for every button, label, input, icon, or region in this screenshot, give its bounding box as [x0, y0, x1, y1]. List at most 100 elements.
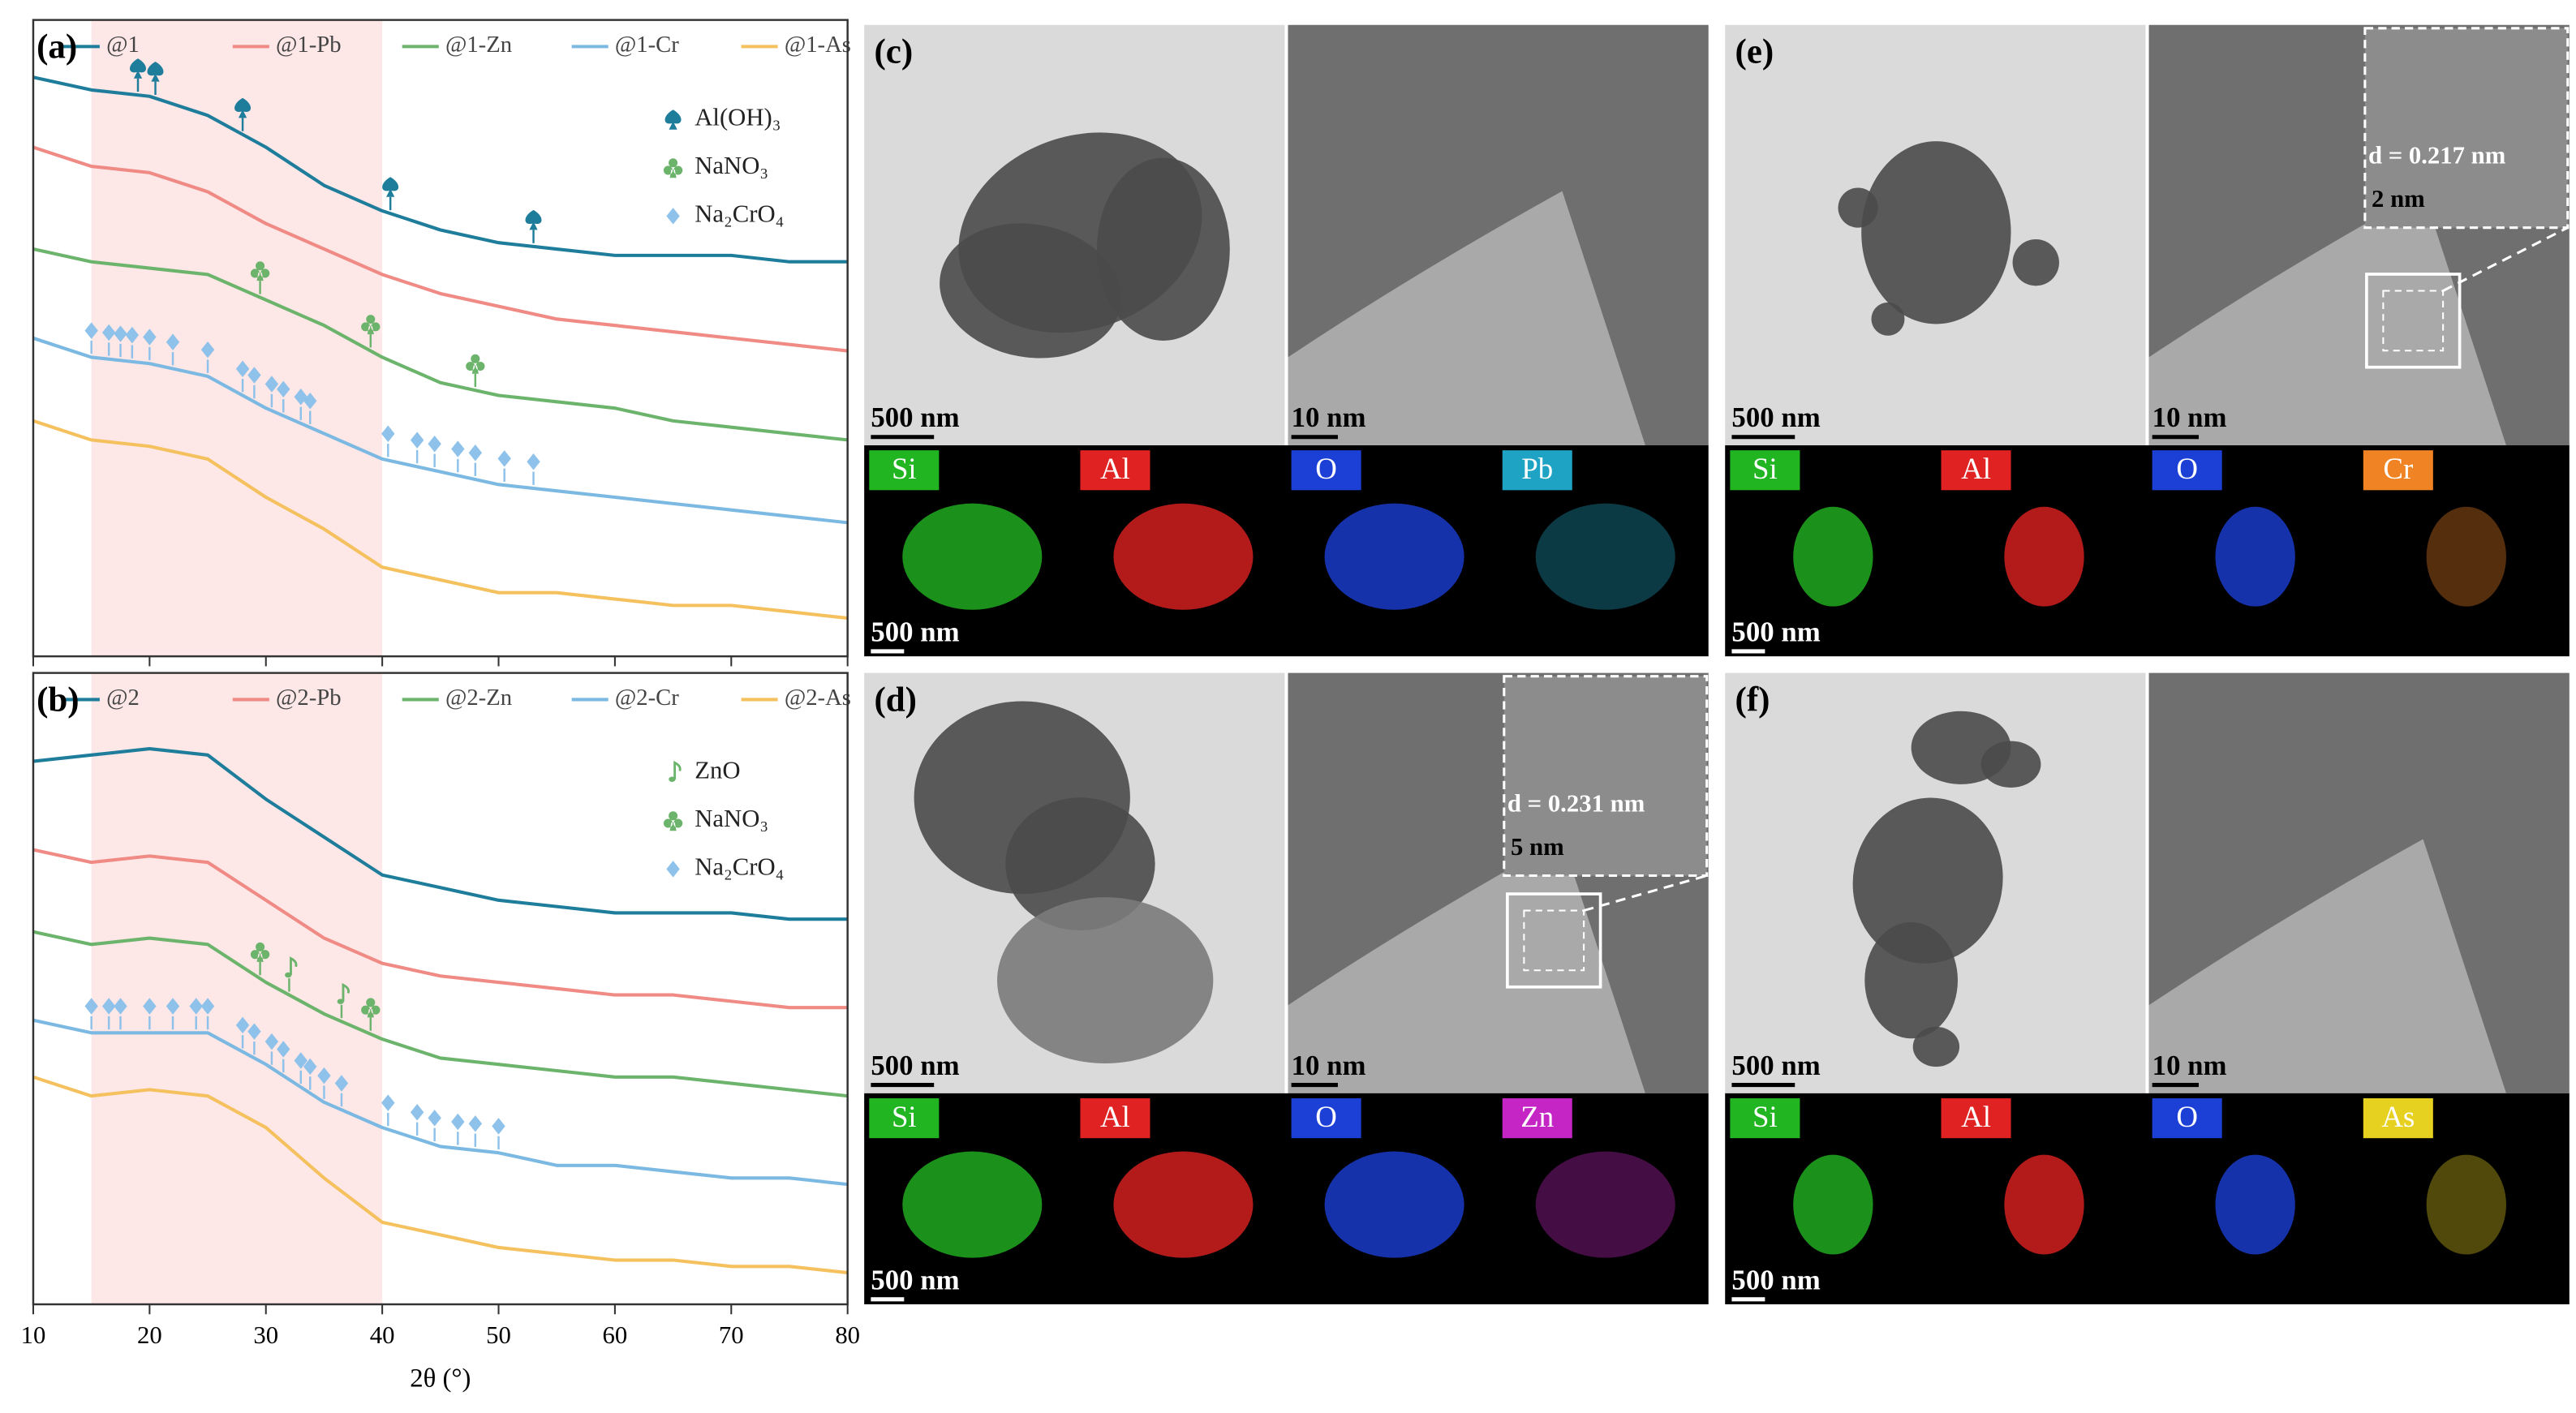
element-tag [2152, 450, 2222, 491]
x-tick-label: 10 [21, 1321, 46, 1349]
xrd-curve [32, 419, 848, 621]
element-tag [1502, 1098, 1572, 1139]
hrtem-scale: 10 nm [2152, 402, 2227, 433]
element-label: Al [1100, 1100, 1130, 1133]
peak-marker [234, 97, 252, 131]
peak-marker [428, 1110, 441, 1141]
legend-label: @1-Cr [615, 32, 679, 58]
panel-label: (e) [1735, 32, 1774, 71]
element-tag [1941, 1098, 2011, 1139]
peak-marker [264, 376, 279, 408]
xrd-curve [32, 336, 848, 525]
symbol [410, 432, 424, 449]
peak-marker [147, 62, 164, 96]
d-spacing: d = 0.217 nm [2368, 142, 2506, 170]
peak-marker [101, 324, 116, 356]
element-map [1113, 503, 1254, 610]
symbol [101, 998, 116, 1015]
element-label: Al [1100, 452, 1130, 485]
panel-label: (d) [874, 681, 917, 719]
element-map [902, 1151, 1043, 1258]
symbol [410, 1104, 424, 1121]
peak-marker [410, 432, 424, 464]
eds-scale: 500 nm [871, 616, 959, 647]
legend-label: @1 [106, 32, 140, 58]
symbol [468, 445, 483, 462]
symbol [114, 325, 127, 342]
symbol [147, 62, 164, 82]
particle [1980, 741, 2041, 788]
phase-legend-label: Na₂CrO₄ [695, 200, 784, 227]
peak-marker [130, 58, 147, 92]
peak-marker [361, 315, 381, 348]
x-tick-label: 80 [835, 1321, 860, 1349]
symbol [166, 998, 180, 1015]
x-axis-label: 2θ (°) [410, 1364, 471, 1394]
element-tag [1080, 1098, 1150, 1139]
phase-legend-label: ZnO [695, 757, 740, 784]
peak-marker [382, 177, 399, 211]
peak-marker [317, 1067, 331, 1099]
symbol [294, 1052, 307, 1069]
panel-label: (c) [874, 32, 913, 71]
plot-frame [32, 672, 849, 1306]
symbol [264, 1033, 279, 1050]
element-tag [1291, 450, 1361, 491]
element-label: Zn [1520, 1100, 1554, 1133]
shaded-region [91, 19, 383, 657]
legend-label: @2 [106, 685, 140, 711]
panel-label: (f) [1735, 681, 1770, 719]
x-tick-label: 70 [719, 1321, 744, 1349]
peak-marker [527, 453, 540, 485]
element-map [1535, 503, 1675, 610]
peak-marker [525, 209, 542, 243]
particle [1861, 141, 2011, 324]
peak-marker [451, 440, 465, 473]
element-map [1324, 503, 1464, 610]
xrd-curve [32, 145, 848, 353]
element-map [2004, 1154, 2084, 1255]
element-label: Cr [2383, 452, 2413, 485]
symbol [451, 440, 465, 457]
element-map [1535, 1151, 1675, 1258]
d-spacing: d = 0.231 nm [1507, 790, 1645, 818]
element-map [1793, 1154, 1873, 1255]
peak-marker [84, 322, 98, 354]
symbol [666, 861, 680, 878]
peak-marker [264, 1033, 279, 1065]
element-label: Pb [1521, 452, 1553, 485]
particle [1864, 921, 1958, 1039]
element-label: O [2176, 1100, 2198, 1133]
x-tick-label: 30 [253, 1321, 278, 1349]
eds-scale: 500 nm [871, 1264, 959, 1295]
particle [940, 223, 1121, 359]
element-tag [1080, 450, 1150, 491]
element-label: Si [892, 452, 917, 485]
phase-legend-label: NaNO₃ [695, 152, 768, 179]
roi-inner [2382, 290, 2445, 352]
symbol [277, 380, 290, 398]
symbol [235, 1016, 250, 1034]
peak-marker [189, 998, 203, 1030]
phase-legend-label: Al(OH)₃ [695, 104, 781, 131]
legend-label: @2-Pb [276, 685, 342, 711]
peak-marker [334, 1075, 349, 1107]
particle [1912, 1026, 1960, 1067]
symbol [337, 982, 350, 1004]
symbol-head [285, 972, 292, 978]
element-map [2426, 506, 2506, 607]
symbol [428, 436, 441, 453]
peak-marker [114, 325, 127, 358]
xrd-curve [32, 1018, 848, 1187]
x-tick-label: 40 [370, 1321, 395, 1349]
element-tag [1291, 1098, 1361, 1139]
tem-scale: 500 nm [1731, 1050, 1820, 1081]
legend-label: @2-Cr [615, 685, 679, 711]
element-tag [1730, 1098, 1800, 1139]
xrd-curve [32, 75, 848, 264]
element-map [2215, 506, 2295, 607]
x-tick-label: 50 [486, 1321, 511, 1349]
peak-marker [114, 998, 127, 1030]
xrd-curve [32, 746, 848, 921]
